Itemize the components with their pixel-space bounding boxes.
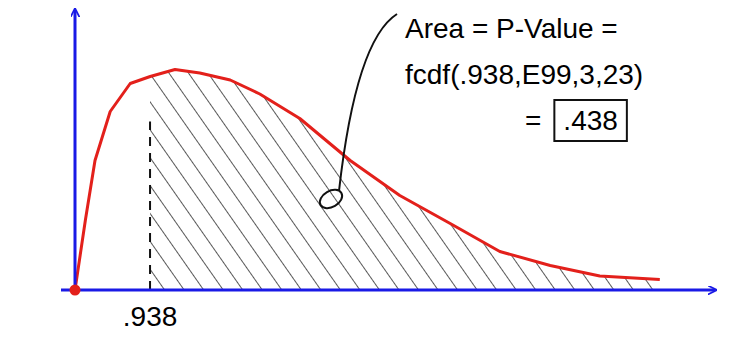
- y-axis: [74, 10, 77, 294]
- result-box: [554, 100, 627, 141]
- annotation-line: Area = P-Value =: [405, 13, 618, 44]
- leader-oval: [317, 186, 346, 212]
- origin-dot: [70, 285, 81, 296]
- cutoff-line: [149, 122, 151, 290]
- x-tick-label: .938: [123, 301, 178, 332]
- density-curve: [75, 70, 660, 291]
- annotation-equals: =: [525, 105, 541, 136]
- leader-line: [339, 14, 397, 191]
- plot-area: [75, 70, 660, 291]
- annotation-line: fcdf(.938,E99,3,23): [405, 59, 643, 90]
- p-value-result: .438: [563, 105, 618, 136]
- chart: .938 Area = P-Value = fcdf(.938,E99,3,23) =…: [0, 0, 730, 347]
- x-axis: [61, 289, 715, 292]
- p-value-area: [150, 70, 660, 291]
